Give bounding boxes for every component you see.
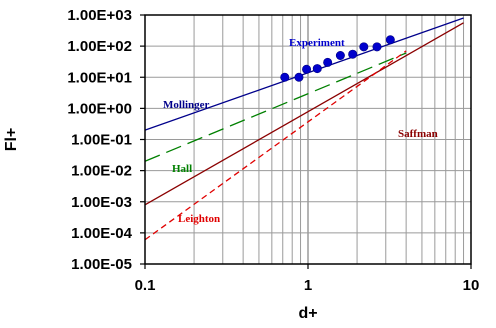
x-tick-label: 1 [304,277,312,294]
leighton-line [144,50,407,241]
experiment-point [335,50,345,60]
series-points [280,35,395,82]
experiment-point [348,49,358,59]
y-tick-label: 1.00E-03 [71,194,132,211]
saffman-label: Saffman [398,128,438,140]
x-tick-label: 10 [463,277,480,294]
experiment-point [302,64,312,74]
y-tick-label: 1.00E-02 [71,163,132,180]
leighton-label: Leighton [178,213,220,225]
experiment-label: Experiment [289,37,345,49]
experiment-point [323,57,333,67]
y-tick-label: 1.00E+02 [67,38,132,55]
experiment-point [280,72,290,82]
y-axis-title: Fl+ [3,128,20,152]
y-tick-label: 1.00E-05 [71,256,132,273]
x-tick-labels: 0.1 1 10 [135,277,480,294]
experiment-point [294,72,304,82]
y-tick-label: 1.00E+03 [67,7,132,24]
experiment-point [359,42,369,52]
x-axis-title: d+ [298,305,317,322]
y-tick-labels: 1.00E+03 1.00E+02 1.00E+01 1.00E+00 1.00E-01… [67,7,132,273]
y-tick-label: 1.00E+01 [67,69,132,86]
series-labels: Experiment Mollinger Hall Saffman Leighton [163,37,438,225]
axis-ticks [140,14,472,269]
hall-label: Hall [172,163,192,175]
y-tick-label: 1.00E+00 [67,100,132,117]
x-tick-label: 0.1 [135,277,156,294]
y-tick-label: 1.00E-01 [71,132,132,149]
experiment-point [385,35,395,45]
mollinger-line [144,17,464,131]
hall-line [144,52,407,162]
experiment-point [312,64,322,74]
saffman-line [144,22,464,206]
series-lines [144,17,464,241]
y-tick-label: 1.00E-04 [71,225,133,242]
experiment-point [372,42,382,52]
mollinger-label: Mollinger [163,99,210,111]
